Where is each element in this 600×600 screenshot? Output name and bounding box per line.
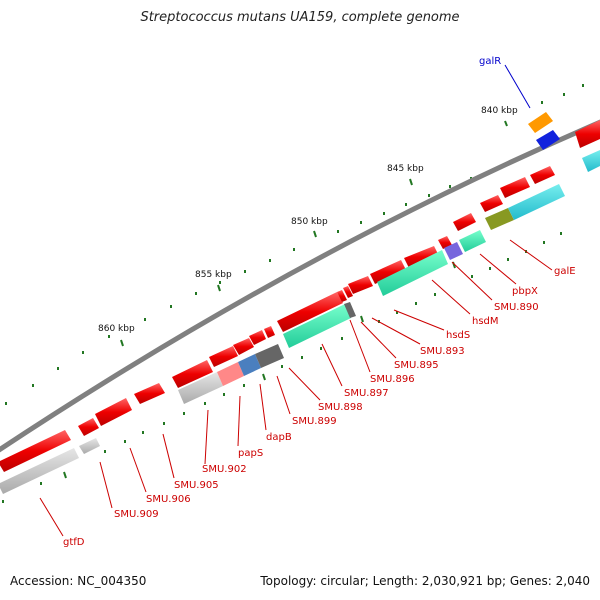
- map-title: Streptococcus mutans UA159, complete gen…: [140, 10, 460, 25]
- gene-SMU-902[interactable]: [172, 360, 213, 388]
- gene-label-SMU-893: SMU.893: [420, 346, 465, 357]
- kbp-label-840: 840 kbp: [481, 106, 518, 116]
- gene-SMU-893[interactable]: [348, 276, 373, 294]
- gene-pbpX[interactable]: [453, 213, 476, 231]
- gene-label-hsdM: hsdM: [472, 316, 499, 327]
- cds-dapB[interactable]: [238, 354, 261, 376]
- inner-scale-dots: [2, 232, 562, 503]
- gene-label-SMU-902: SMU.902: [202, 464, 247, 475]
- major-ticks: [120, 120, 508, 347]
- cds-SMU-902[interactable]: [178, 372, 223, 404]
- kbp-label-860: 860 kbp: [98, 324, 135, 334]
- gene-papS[interactable]: [209, 346, 238, 367]
- gene-label-SMU-896: SMU.896: [370, 374, 415, 385]
- gene-SMU-896[interactable]: [337, 290, 347, 302]
- gene-SMU-895[interactable]: [343, 286, 353, 298]
- cds-SMU-899[interactable]: [255, 344, 284, 368]
- kbp-label-855: 855 kbp: [195, 270, 232, 280]
- gene-label-SMU-909: SMU.909: [114, 509, 159, 520]
- gene-SMU-897[interactable]: [277, 292, 343, 332]
- kbp-label-845: 845 kbp: [387, 164, 424, 174]
- gene-label-gtfD: gtfD: [63, 537, 85, 548]
- label-connectors: [39, 239, 553, 537]
- gene-SMU-890[interactable]: [438, 236, 452, 249]
- accession-text: Accession: NC_004350: [10, 574, 147, 588]
- gene-SMU-898[interactable]: [264, 326, 275, 338]
- galR-connector: [504, 64, 531, 109]
- gene-label-galE: galE: [554, 266, 576, 277]
- galR-orange-feature[interactable]: [528, 112, 553, 133]
- gene-dapB[interactable]: [233, 338, 254, 355]
- gene-galE[interactable]: [500, 177, 530, 198]
- gene-label-SMU-905: SMU.905: [174, 480, 219, 491]
- kbp-label-850: 850 kbp: [291, 217, 328, 227]
- gene-label-dapB: dapB: [266, 432, 292, 443]
- gene-SMU-899[interactable]: [249, 330, 266, 345]
- scale-dots: [5, 84, 584, 405]
- gene-label-papS: papS: [238, 448, 263, 459]
- gene-galE-b[interactable]: [530, 166, 555, 184]
- cds-features: [0, 150, 600, 494]
- gene-label-SMU-906: SMU.906: [146, 494, 191, 505]
- genome-backbone: [0, 119, 600, 453]
- gene-label-hsdS: hsdS: [446, 330, 470, 341]
- gene-label-SMU-898: SMU.898: [318, 402, 363, 413]
- gene-SMU-906[interactable]: [95, 398, 132, 426]
- gene-SMU-905[interactable]: [134, 383, 165, 404]
- cds-hsdS[interactable]: [377, 250, 448, 296]
- gene-label-SMU-895: SMU.895: [394, 360, 439, 371]
- gene-label-SMU-897: SMU.897: [344, 388, 389, 399]
- cds-SMU-896[interactable]: [344, 302, 356, 318]
- gene-gtfD[interactable]: [0, 430, 71, 472]
- gene-label-pbpX: pbpX: [512, 286, 538, 297]
- gene-SMU-909[interactable]: [78, 418, 99, 436]
- cds-edge[interactable]: [582, 150, 600, 172]
- gene-edge[interactable]: [575, 120, 600, 148]
- cds-hsdM[interactable]: [444, 242, 463, 260]
- cds-papS[interactable]: [217, 362, 244, 386]
- cds-SMU-897[interactable]: [283, 304, 351, 348]
- cds-gtfD[interactable]: [0, 448, 79, 494]
- genome-summary-text: Topology: circular; Length: 2,030,921 bp…: [260, 574, 590, 588]
- cds-pbpX[interactable]: [485, 208, 514, 230]
- gene-pbpX-b[interactable]: [480, 195, 503, 212]
- forward-genes: [0, 120, 600, 472]
- cds-SMU-909[interactable]: [79, 438, 100, 454]
- gene-label-SMU-890: SMU.890: [494, 302, 539, 313]
- gene-hsdS[interactable]: [370, 260, 406, 284]
- galR-blue-feature[interactable]: [536, 130, 560, 150]
- gene-label-galR: galR: [479, 56, 501, 67]
- gene-hsdM[interactable]: [404, 246, 439, 268]
- gene-label-SMU-899: SMU.899: [292, 416, 337, 427]
- cds-SMU-890[interactable]: [459, 230, 486, 252]
- cds-galE[interactable]: [508, 184, 565, 220]
